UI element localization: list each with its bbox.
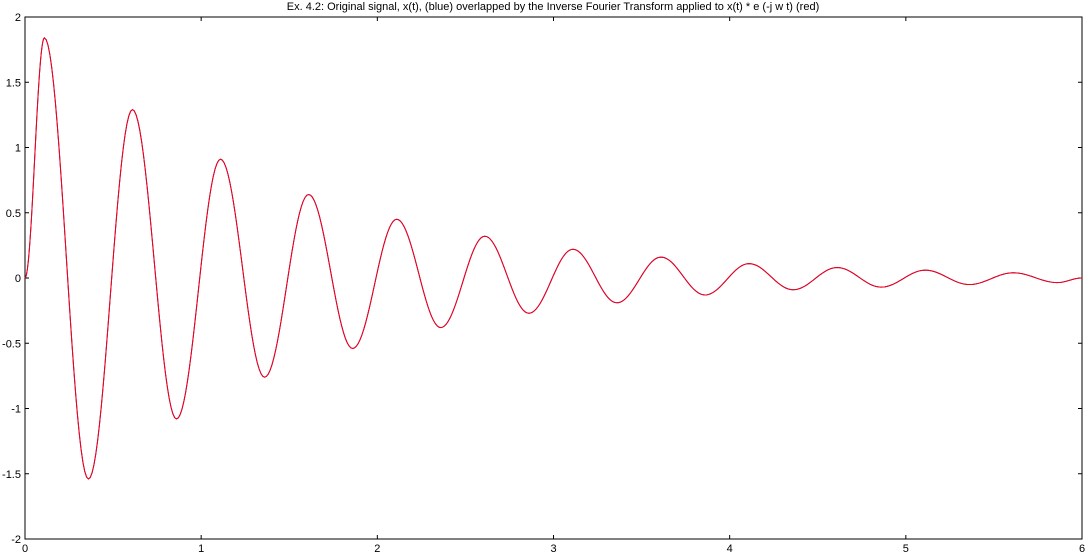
x-tick-label: 4 <box>727 543 733 555</box>
x-tick-label: 3 <box>550 543 556 555</box>
y-tick-label: 2 <box>15 12 21 24</box>
x-tick-label: 5 <box>903 543 909 555</box>
y-tick-label: -1 <box>11 404 21 416</box>
x-tick-label: 2 <box>374 543 380 555</box>
y-tick-label: 1.5 <box>6 77 21 89</box>
plot-area-frame <box>24 16 1083 540</box>
axis-ticks: 0 1 2 3 4 5 6 -2 -1.5 -1 -0.5 0 0.5 1 1.5 2 <box>2 12 1085 555</box>
y-tick-label: 0 <box>15 273 21 285</box>
x-tick-label: 0 <box>22 543 28 555</box>
y-tick-label: 0.5 <box>6 208 21 220</box>
x-tick-label: 6 <box>1079 543 1085 555</box>
y-tick-label: -1.5 <box>2 469 21 481</box>
y-tick-label: -0.5 <box>2 338 21 350</box>
x-tick-label: 1 <box>198 543 204 555</box>
series-line-red <box>24 37 1083 480</box>
series-line-blue <box>24 37 1083 480</box>
chart-title: Ex. 4.2: Original signal, x(t), (blue) o… <box>287 1 819 13</box>
y-tick-label: -2 <box>11 534 21 546</box>
y-tick-label: 1 <box>15 143 21 155</box>
series-lines <box>24 37 1083 480</box>
